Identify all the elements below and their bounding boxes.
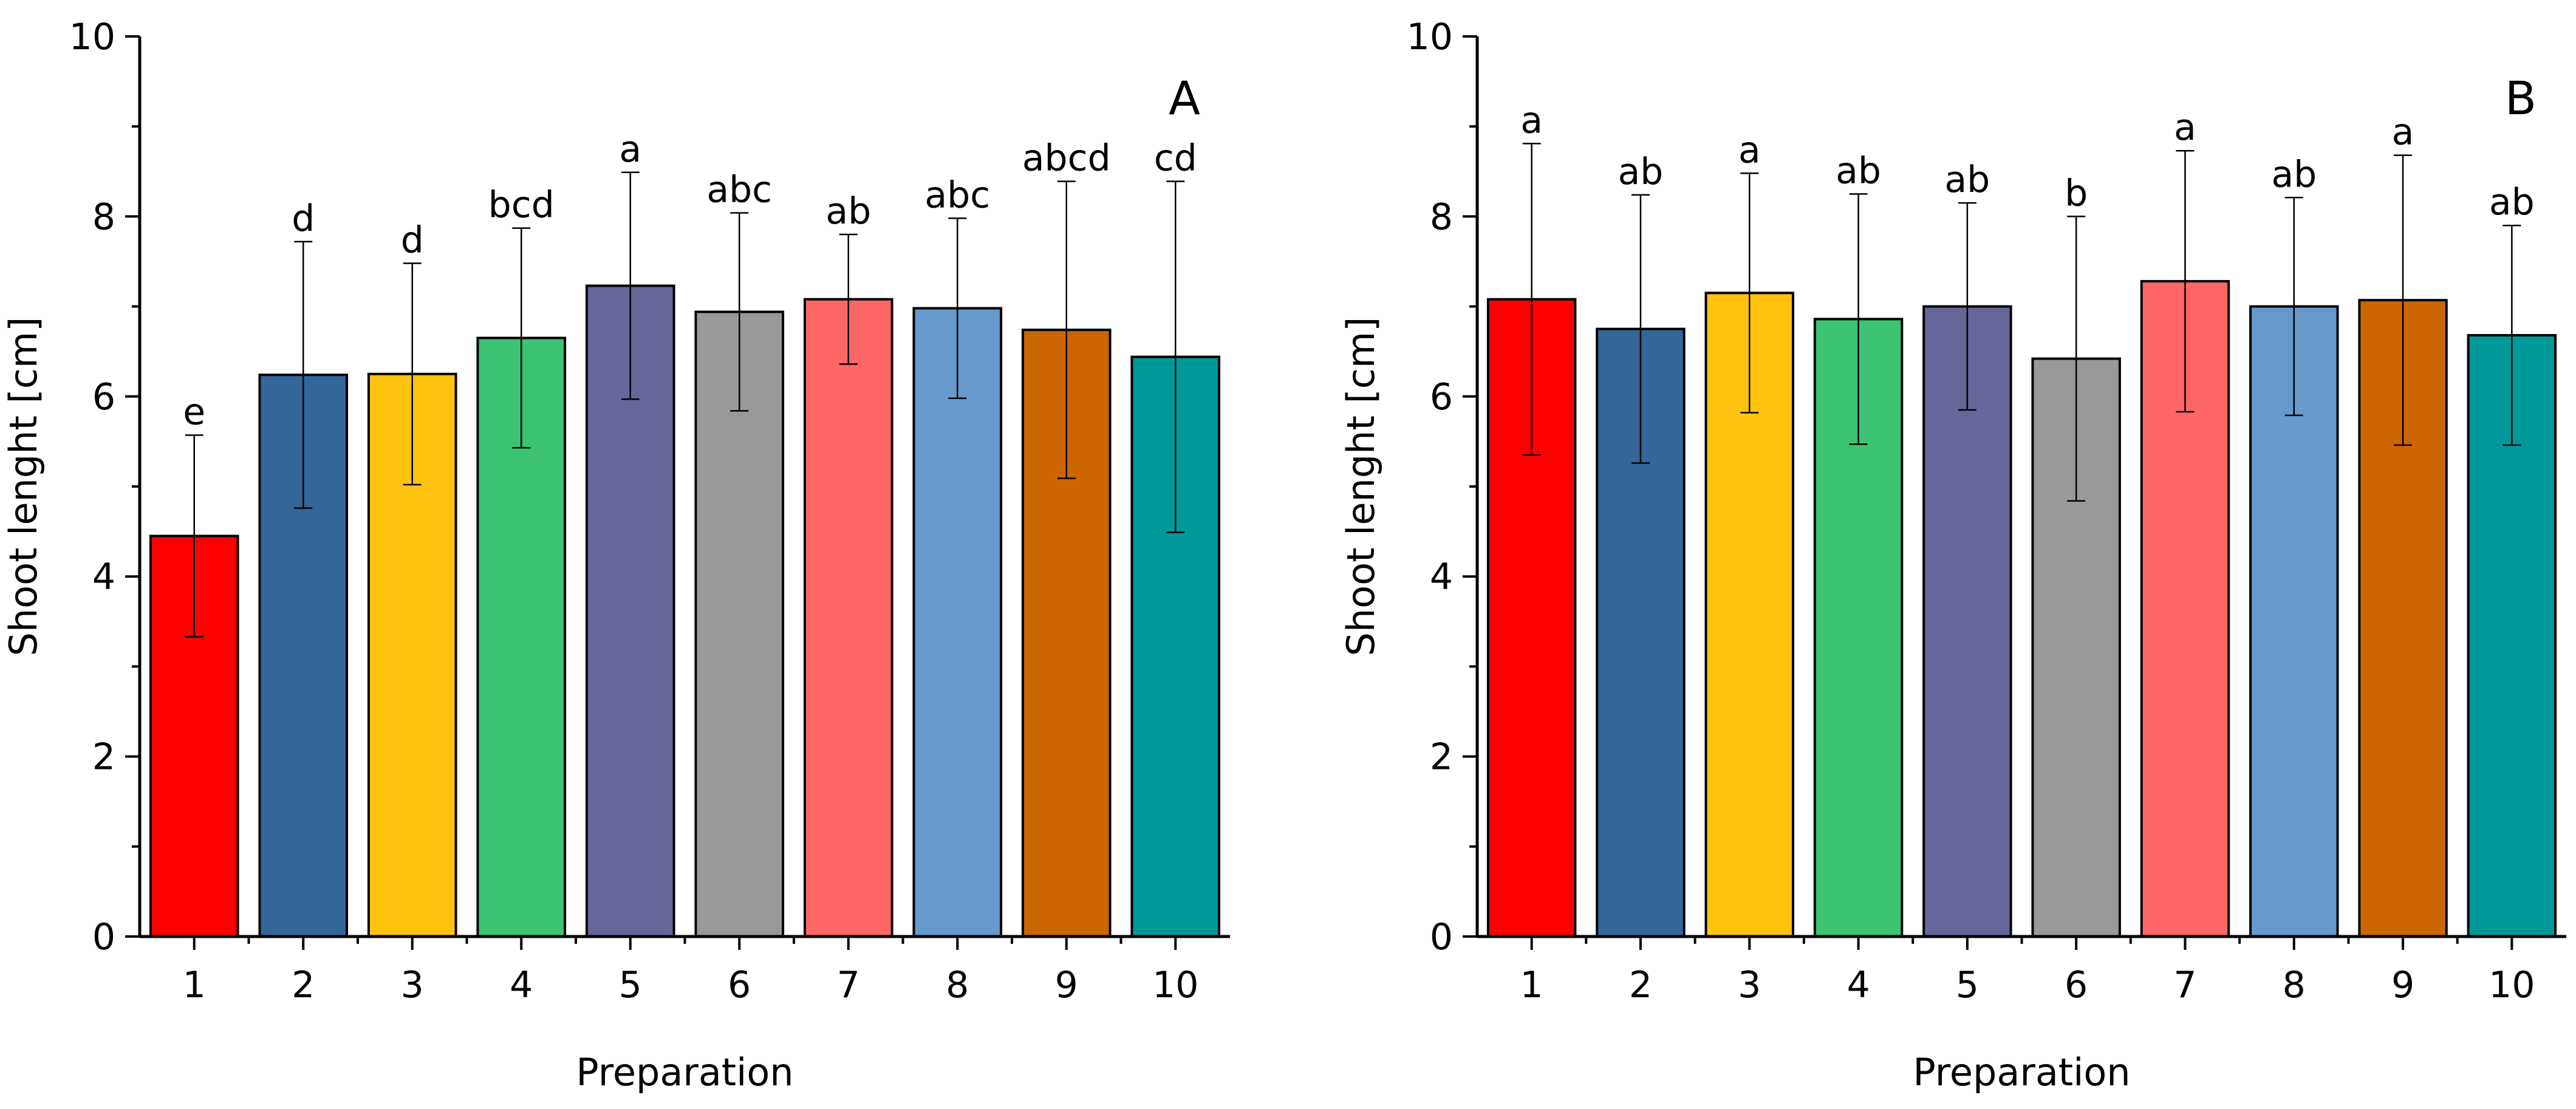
significance-label-b-7: a <box>2174 106 2196 149</box>
error-bar-b-10 <box>2503 224 2521 446</box>
x-tick-label-b-8: 8 <box>2283 964 2306 1006</box>
error-bar-a-4 <box>512 227 531 449</box>
error-bar-b-6 <box>2067 216 2086 502</box>
y-tick-label-b-4: 4 <box>1430 556 1453 598</box>
y-tick-label-a-2: 2 <box>92 736 115 779</box>
error-bar-a-3 <box>403 262 422 486</box>
error-bars-b <box>1522 143 2521 502</box>
y-axis-title-a: Shoot lenght [cm] <box>1 317 46 657</box>
x-tick-label-a-10: 10 <box>1152 964 1198 1006</box>
error-bar-a-8 <box>948 217 967 400</box>
y-tick-label-a-0: 0 <box>92 916 115 958</box>
significance-label-b-4: ab <box>1836 149 1881 192</box>
significance-labels-b: a ab a ab ab b a ab a ab <box>1520 99 2535 224</box>
significance-label-a-1: e <box>183 391 205 434</box>
error-bar-a-6 <box>730 212 749 412</box>
x-tick-label-a-3: 3 <box>401 964 424 1006</box>
significance-label-a-8: abc <box>924 174 990 216</box>
x-ticks-b: 1 2 3 4 5 6 7 8 9 10 <box>1520 937 2535 1006</box>
error-bar-a-1 <box>185 434 203 638</box>
y-ticks-a: 0 2 4 6 8 10 <box>69 16 140 958</box>
x-tick-label-b-4: 4 <box>1847 964 1870 1006</box>
y-tick-label-a-6: 6 <box>92 376 115 418</box>
error-bar-b-2 <box>1631 194 1650 464</box>
significance-label-b-2: ab <box>1618 151 1664 193</box>
y-tick-label-b-8: 8 <box>1430 196 1453 238</box>
error-bar-b-9 <box>2394 154 2413 446</box>
x-tick-label-b-7: 7 <box>2173 964 2196 1006</box>
x-tick-label-a-1: 1 <box>183 964 206 1006</box>
significance-label-b-3: a <box>1738 129 1761 171</box>
y-axis-title-b: Shoot lenght [cm] <box>1339 317 1383 657</box>
x-tick-label-a-6: 6 <box>728 964 751 1006</box>
significance-label-b-1: a <box>1520 99 1543 142</box>
error-bar-b-4 <box>1849 193 1868 445</box>
significance-label-b-10: ab <box>2489 181 2535 224</box>
x-tick-label-b-2: 2 <box>1629 964 1652 1006</box>
significance-label-b-9: a <box>2392 111 2414 154</box>
panel-label-b: B <box>2505 71 2537 125</box>
error-bars-a <box>185 171 1185 638</box>
x-tick-label-a-5: 5 <box>619 964 642 1006</box>
error-bar-a-5 <box>621 171 640 400</box>
error-bar-b-1 <box>1522 143 1541 456</box>
x-ticks-a: 1 2 3 4 5 6 7 8 9 10 <box>183 937 1198 1006</box>
bar-a-8 <box>912 307 1003 938</box>
error-bar-b-5 <box>1958 202 1976 411</box>
x-tick-label-b-10: 10 <box>2489 964 2535 1006</box>
significance-label-a-10: cd <box>1154 137 1197 180</box>
x-tick-label-a-2: 2 <box>292 964 315 1006</box>
significance-label-a-6: abc <box>706 168 772 211</box>
error-bar-a-9 <box>1057 180 1076 479</box>
error-bar-b-3 <box>1740 172 1759 414</box>
y-tick-label-b-6: 6 <box>1430 376 1453 418</box>
bars-a <box>149 284 1221 938</box>
y-tick-label-a-8: 8 <box>92 196 115 238</box>
significance-label-a-5: a <box>619 128 641 171</box>
error-bar-a-2 <box>294 241 313 509</box>
x-tick-label-b-6: 6 <box>2065 964 2088 1006</box>
significance-label-a-2: d <box>292 197 315 240</box>
y-tick-label-b-2: 2 <box>1430 736 1453 779</box>
x-tick-label-b-1: 1 <box>1520 964 1543 1006</box>
significance-label-b-5: ab <box>1944 159 1990 201</box>
x-tick-label-a-8: 8 <box>946 964 969 1006</box>
y-tick-label-b-0: 0 <box>1430 916 1453 958</box>
x-tick-label-a-7: 7 <box>837 964 860 1006</box>
y-tick-label-a-10: 10 <box>69 16 115 58</box>
significance-label-b-6: b <box>2065 172 2088 214</box>
x-tick-label-b-3: 3 <box>1738 964 1761 1006</box>
significance-label-a-4: bcd <box>488 184 555 227</box>
error-bar-a-10 <box>1166 180 1185 533</box>
panel-label-a: A <box>1169 71 1200 125</box>
significance-label-a-9: abcd <box>1022 137 1111 180</box>
significance-label-b-8: ab <box>2271 153 2317 196</box>
x-tick-label-b-5: 5 <box>1956 964 1979 1006</box>
x-tick-label-b-9: 9 <box>2391 964 2414 1006</box>
y-tick-label-a-4: 4 <box>92 556 115 598</box>
bar-a-7 <box>803 298 893 938</box>
x-axis-title-b: Preparation <box>1913 1050 2130 1094</box>
bars-b <box>1486 280 2557 938</box>
y-ticks-b: 0 2 4 6 8 10 <box>1407 16 1477 958</box>
error-bar-b-8 <box>2284 197 2303 417</box>
error-bar-b-7 <box>2176 149 2195 413</box>
y-tick-label-b-10: 10 <box>1407 16 1453 58</box>
significance-label-a-3: d <box>401 219 424 261</box>
error-bar-a-7 <box>839 233 858 365</box>
significance-label-a-7: ab <box>825 190 871 233</box>
x-tick-label-a-4: 4 <box>510 964 533 1006</box>
x-axis-title-a: Preparation <box>576 1050 793 1094</box>
bar-a-6 <box>694 310 785 938</box>
x-tick-label-a-9: 9 <box>1055 964 1078 1006</box>
